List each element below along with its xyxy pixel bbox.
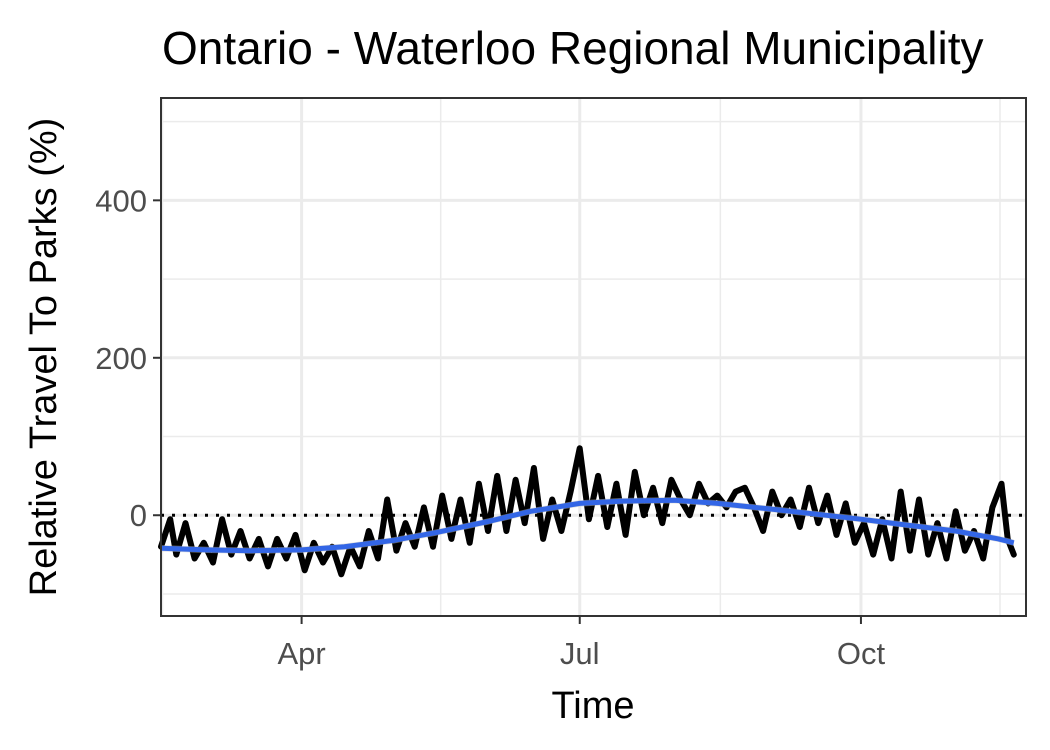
chart-title: Ontario - Waterloo Regional Municipality (162, 22, 984, 74)
y-tick-label: 400 (95, 183, 147, 218)
daily-series-line (158, 445, 1017, 578)
smooth-trend-line (160, 497, 1015, 554)
plot-panel (158, 97, 1027, 617)
y-tick-label: 0 (130, 498, 147, 533)
x-axis: Apr Jul Oct (277, 616, 885, 671)
x-tick-label: Jul (560, 636, 600, 671)
x-tick-label: Oct (837, 636, 886, 671)
y-axis: 0 200 400 (95, 183, 161, 533)
x-axis-title: Time (551, 685, 634, 727)
y-tick-label: 200 (95, 341, 147, 376)
y-axis-title: Relative Travel To Parks (%) (23, 118, 65, 597)
x-tick-label: Apr (277, 636, 325, 671)
